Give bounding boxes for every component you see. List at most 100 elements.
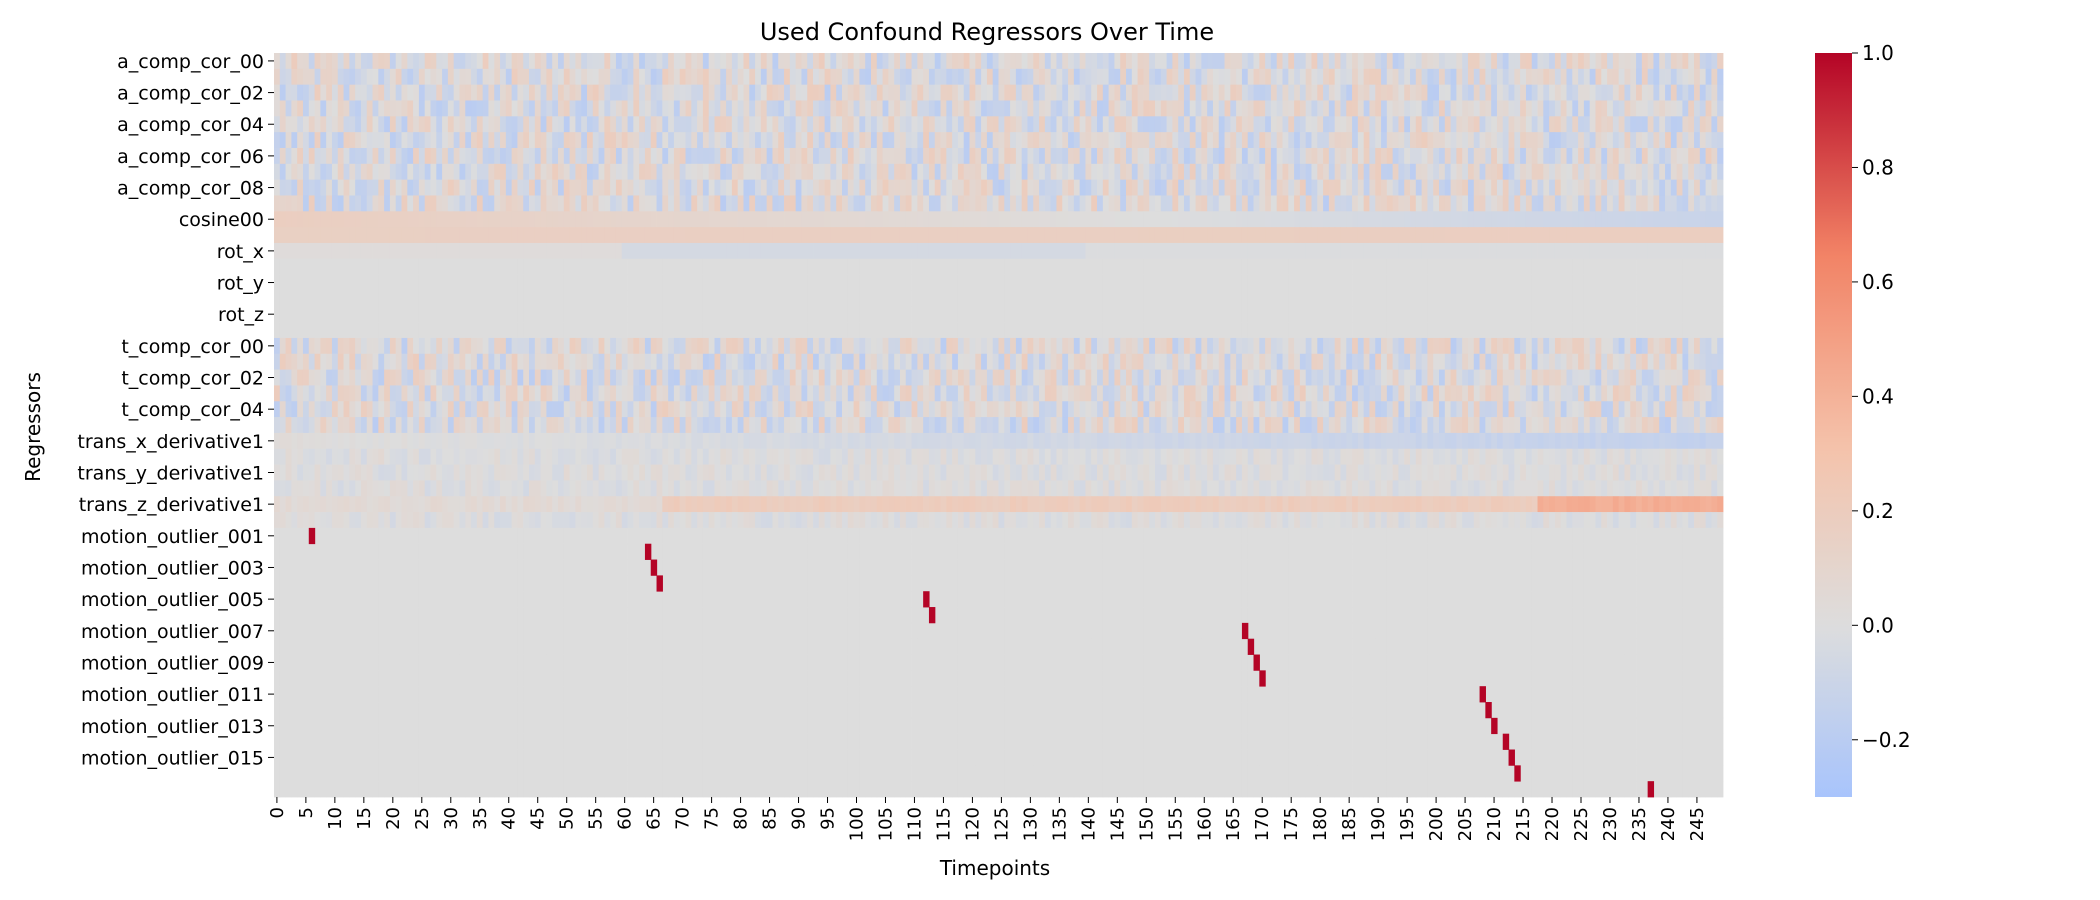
heatmap-cell	[1636, 84, 1643, 101]
heatmap-cell	[679, 53, 686, 70]
heatmap-cell	[471, 306, 478, 323]
heatmap-cell	[621, 227, 628, 244]
heatmap-cell	[436, 84, 443, 101]
heatmap-cell	[552, 337, 559, 355]
heatmap-cell	[1705, 68, 1712, 86]
heatmap-cell	[1520, 353, 1527, 370]
heatmap-cell	[784, 306, 791, 323]
heatmap-cell	[1305, 163, 1312, 181]
heatmap-cell	[1021, 337, 1028, 355]
heatmap-cell	[1607, 290, 1614, 307]
heatmap-cell	[1583, 163, 1591, 181]
heatmap-cell	[1270, 132, 1278, 149]
heatmap-cell	[1444, 147, 1451, 165]
heatmap-cell	[331, 179, 339, 196]
heatmap-cell	[1421, 353, 1428, 370]
heatmap-cell	[1392, 337, 1399, 355]
heatmap-cell	[384, 337, 391, 355]
heatmap-cell	[720, 147, 727, 165]
heatmap-cell	[1491, 211, 1498, 228]
heatmap-cell	[569, 306, 576, 323]
heatmap-cell	[1694, 179, 1701, 196]
heatmap-cell	[870, 322, 878, 339]
heatmap-cell	[1178, 211, 1185, 228]
heatmap-cell	[957, 227, 965, 244]
heatmap-cell	[1467, 53, 1475, 70]
heatmap-cell	[1172, 306, 1179, 323]
heatmap-cell	[476, 290, 484, 307]
heatmap-cell	[279, 132, 286, 149]
heatmap-cell	[685, 306, 692, 323]
heatmap-cell	[453, 258, 460, 276]
heatmap-cell	[656, 227, 663, 244]
heatmap-cell	[1467, 274, 1475, 291]
heatmap-cell	[1108, 53, 1115, 70]
heatmap-cell	[413, 147, 420, 165]
heatmap-cell	[905, 132, 912, 149]
heatmap-cell	[1491, 179, 1498, 196]
heatmap-cell	[870, 132, 878, 149]
heatmap-cell	[876, 100, 883, 117]
heatmap-cell	[1241, 290, 1249, 307]
heatmap-cell	[1323, 227, 1330, 244]
heatmap-cell	[1410, 116, 1417, 133]
heatmap-cell	[1352, 195, 1359, 212]
heatmap-cell	[384, 322, 391, 339]
heatmap-cell	[888, 68, 895, 86]
heatmap-cell	[471, 211, 478, 228]
heatmap-cell	[1334, 274, 1341, 291]
heatmap-cell	[998, 147, 1005, 165]
heatmap-cell	[957, 195, 965, 212]
heatmap-cell	[673, 195, 681, 212]
heatmap-cell	[1091, 353, 1098, 370]
heatmap-cell	[355, 195, 362, 212]
heatmap-cell	[378, 290, 385, 307]
heatmap-cell	[1496, 179, 1504, 196]
heatmap-cell	[952, 195, 959, 212]
heatmap-cell	[1166, 322, 1173, 339]
heatmap-cell	[1659, 68, 1666, 86]
heatmap-cell	[1068, 322, 1075, 339]
heatmap-cell	[1485, 258, 1492, 276]
heatmap-cell	[1207, 337, 1214, 355]
heatmap-cell	[1653, 337, 1660, 355]
heatmap-cell	[673, 290, 681, 307]
heatmap-cell	[1323, 163, 1330, 181]
heatmap-cell	[656, 274, 663, 291]
heatmap-cell	[337, 353, 344, 370]
heatmap-cell	[523, 195, 530, 212]
heatmap-cell	[1699, 306, 1707, 323]
heatmap-cell	[870, 53, 878, 70]
heatmap-cell	[627, 53, 634, 70]
heatmap-cell	[1282, 100, 1289, 117]
heatmap-cell	[865, 179, 872, 196]
heatmap-cell	[743, 227, 750, 244]
heatmap-cell	[1589, 337, 1596, 355]
heatmap-cell	[285, 116, 292, 133]
heatmap-cell	[633, 68, 640, 86]
heatmap-cell	[1607, 179, 1614, 196]
heatmap-cell	[1062, 163, 1069, 181]
heatmap-cell	[859, 53, 866, 70]
heatmap-cell	[876, 242, 883, 260]
heatmap-cell	[1207, 353, 1214, 370]
heatmap-cell	[1126, 84, 1133, 101]
heatmap-cell	[1114, 53, 1121, 70]
heatmap-cell	[662, 147, 669, 165]
heatmap-cell	[807, 147, 814, 165]
heatmap-cell	[1612, 242, 1620, 260]
heatmap-cell	[1299, 290, 1307, 307]
heatmap-cell	[1421, 100, 1428, 117]
heatmap-cell	[494, 290, 501, 307]
heatmap-cell	[320, 163, 327, 181]
heatmap-cell	[476, 322, 484, 339]
heatmap-cell	[824, 337, 831, 355]
heatmap-cell	[952, 290, 959, 307]
heatmap-cell	[755, 53, 762, 70]
heatmap-cell	[291, 195, 298, 212]
heatmap-cell	[418, 195, 426, 212]
heatmap-cell	[1392, 290, 1399, 307]
heatmap-cell	[1178, 68, 1185, 86]
heatmap-cell	[853, 322, 860, 339]
heatmap-cell	[1467, 353, 1475, 370]
